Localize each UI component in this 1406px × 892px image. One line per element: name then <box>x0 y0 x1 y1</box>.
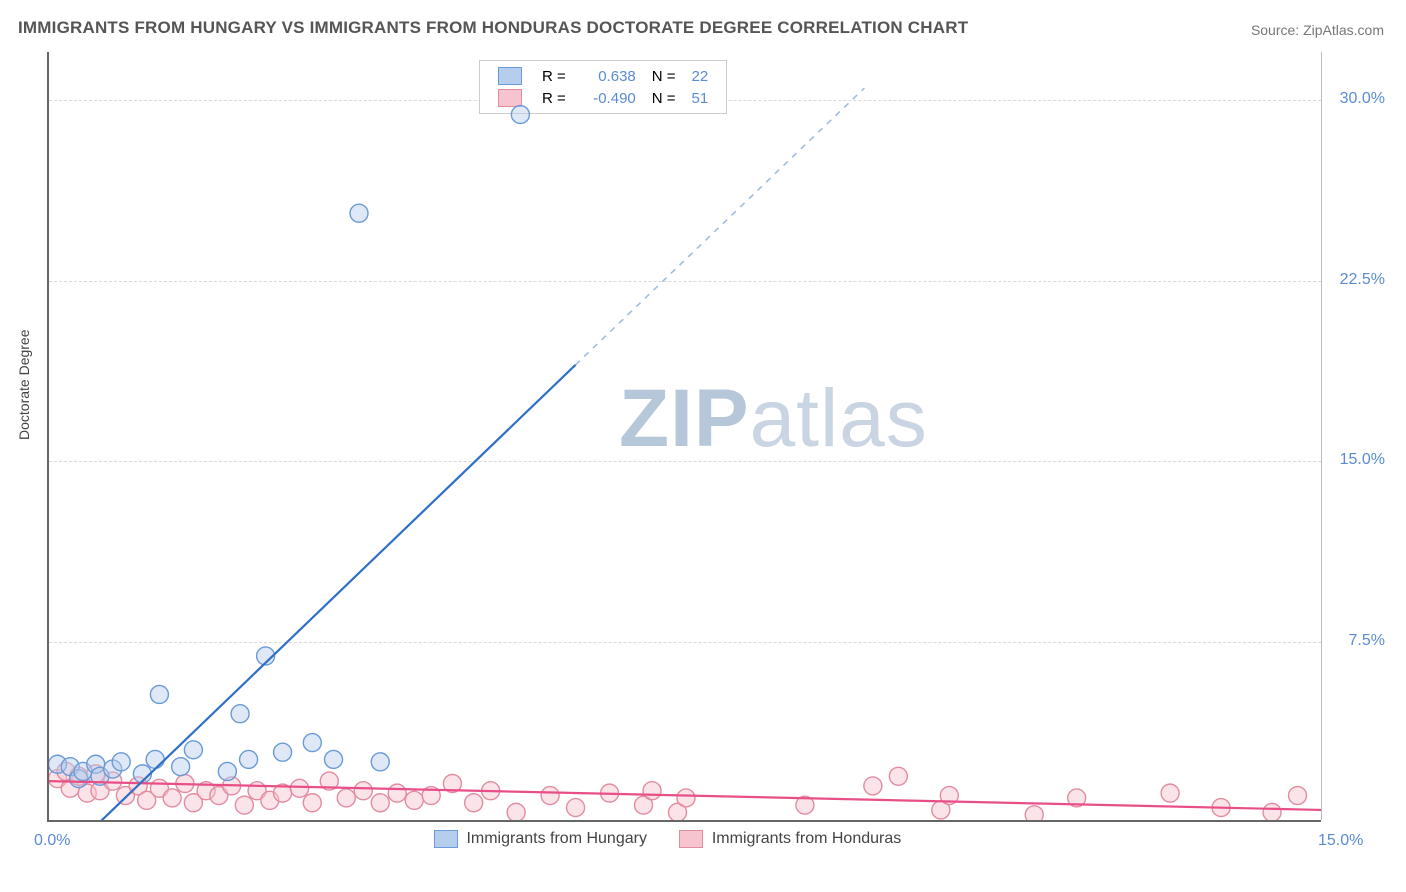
series-legend: Immigrants from Hungary Immigrants from … <box>420 830 915 848</box>
gridline <box>49 642 1321 643</box>
legend-item-hungary: Immigrants from Hungary <box>434 830 647 848</box>
legend-row-honduras: R = -0.490 N = 51 <box>490 87 716 109</box>
chart-title: IMMIGRANTS FROM HUNGARY VS IMMIGRANTS FR… <box>18 18 968 38</box>
y-axis-label: Doctorate Degree <box>16 329 32 440</box>
x-tick-label-min: 0.0% <box>34 832 70 850</box>
swatch-hungary <box>498 67 522 85</box>
legend-item-honduras: Immigrants from Honduras <box>679 830 901 848</box>
gridline <box>49 461 1321 462</box>
source-attribution: Source: ZipAtlas.com <box>1251 22 1384 38</box>
hungary-points <box>49 106 529 788</box>
chart-svg <box>49 52 1321 820</box>
right-tick-bar <box>1321 52 1322 820</box>
x-tick-label-max: 15.0% <box>1318 832 1363 850</box>
watermark: ZIPatlas <box>619 372 928 466</box>
honduras-points <box>49 762 1307 820</box>
legend-row-hungary: R = 0.638 N = 22 <box>490 65 716 87</box>
gridline <box>49 281 1321 282</box>
y-tick-label: 15.0% <box>1340 451 1385 469</box>
swatch-hungary <box>434 830 458 848</box>
y-tick-label: 7.5% <box>1349 632 1385 650</box>
plot-area: 7.5% 15.0% 22.5% 30.0% ZIPatlas R = 0.63… <box>47 52 1321 822</box>
correlation-legend: R = 0.638 N = 22 R = -0.490 N = 51 <box>479 60 727 114</box>
y-tick-label: 30.0% <box>1340 90 1385 108</box>
trend-lines <box>49 88 1321 820</box>
y-tick-label: 22.5% <box>1340 271 1385 289</box>
swatch-honduras <box>679 830 703 848</box>
swatch-honduras <box>498 89 522 107</box>
